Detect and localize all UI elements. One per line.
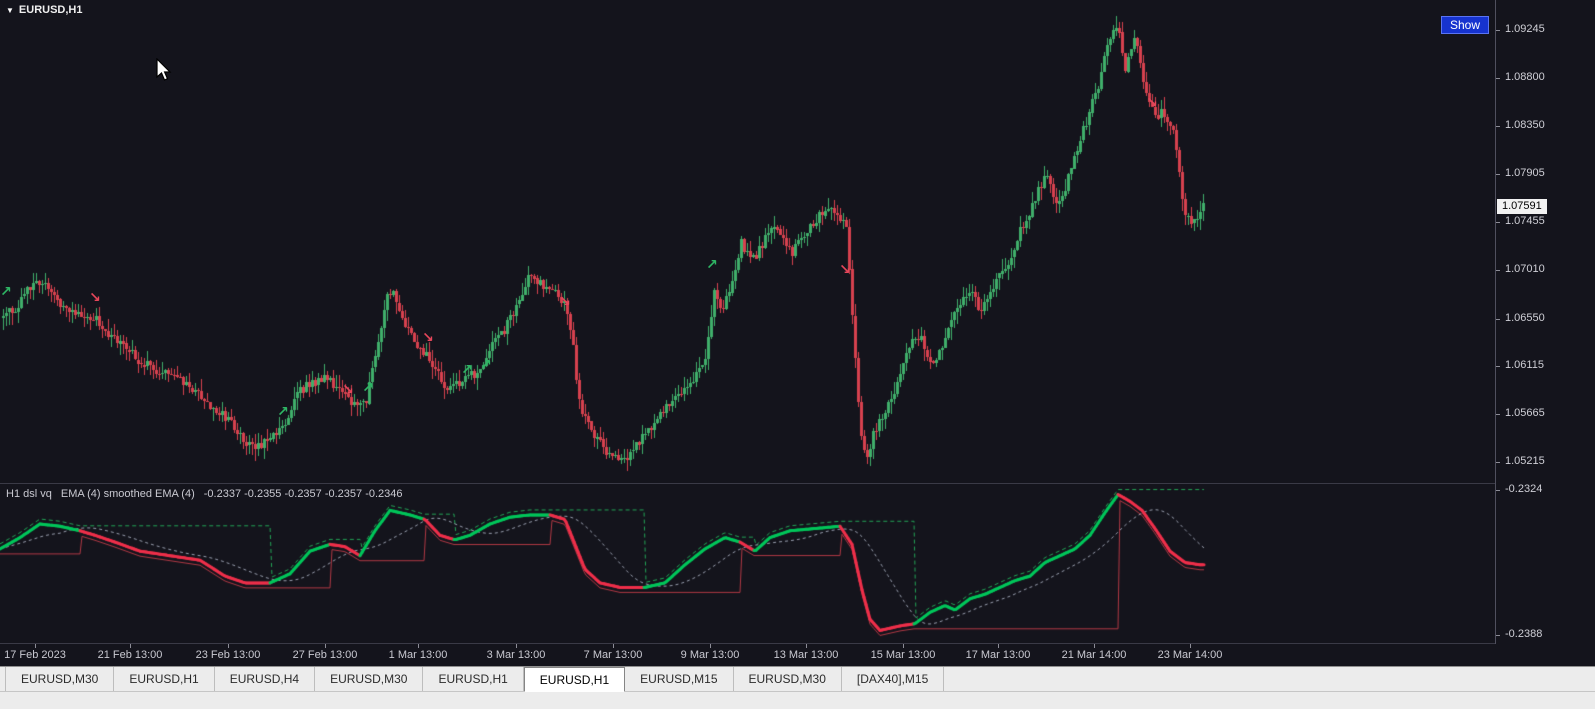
chart-tab-eurusd-m30[interactable]: EURUSD,M30	[315, 667, 424, 691]
axis-tick-mark	[1496, 366, 1500, 367]
chart-tabs: EURUSD,M30 EURUSD,H1 EURUSD,H4 EURUSD,M30 EU…	[0, 667, 1595, 692]
axis-tick-mark	[1496, 222, 1500, 223]
buy-signal-arrow-icon[interactable]: ↗	[0, 284, 12, 300]
price-axis-label: 1.06115	[1505, 359, 1544, 371]
dropdown-triangle-icon: ▼	[6, 5, 14, 15]
sell-signal-arrow-icon[interactable]: ↘	[89, 290, 101, 306]
chart-tab-eurusd-h1[interactable]: EURUSD,H1	[523, 667, 626, 692]
time-axis-divider	[0, 643, 1595, 644]
buy-signal-arrow-icon[interactable]: ↗	[461, 362, 473, 378]
time-tick-mark	[806, 644, 807, 648]
chart-symbol-label: ▼ EURUSD,H1	[6, 4, 83, 16]
time-axis-label: 1 Mar 13:00	[388, 649, 448, 661]
time-tick-mark	[998, 644, 999, 648]
pane-divider[interactable]	[0, 483, 1595, 484]
axis-tick-mark	[1496, 635, 1500, 636]
chart-tab-eurusd-m15[interactable]: EURUSD,M15	[625, 667, 734, 691]
time-axis[interactable]: 17 Feb 2023 21 Feb 13:00 23 Feb 13:00 27 Fe…	[0, 644, 1595, 666]
time-tick-mark	[1094, 644, 1095, 648]
indicator-axis-label: -0.2388	[1505, 628, 1543, 640]
time-axis-label: 13 Mar 13:00	[773, 649, 839, 661]
mouse-cursor	[156, 58, 172, 81]
time-axis-label: 15 Mar 13:00	[870, 649, 936, 661]
price-axis-label: 1.05215	[1505, 455, 1545, 467]
buy-signal-arrow-icon[interactable]: ↗	[362, 380, 374, 396]
show-button[interactable]: Show	[1440, 16, 1489, 34]
price-axis-label: 1.06550	[1505, 312, 1545, 324]
buy-signal-arrow-icon[interactable]: ↗	[480, 357, 492, 373]
price-axis-label: 1.09245	[1505, 23, 1545, 35]
indicator-name: H1 dsl vq	[6, 488, 52, 500]
buy-signal-arrow-icon[interactable]: ↗	[277, 404, 289, 420]
sell-signal-arrow-icon[interactable]: ↘	[559, 294, 571, 310]
time-tick-mark	[418, 644, 419, 648]
time-axis-label: 9 Mar 13:00	[680, 649, 740, 661]
axis-tick-mark	[1496, 490, 1500, 491]
price-axis-label: 1.07010	[1505, 263, 1545, 275]
axis-tick-mark	[1496, 126, 1500, 127]
chart-tab-eurusd-m30[interactable]: EURUSD,M30	[5, 667, 115, 691]
sell-signal-arrow-icon[interactable]: ↘	[1146, 95, 1158, 111]
time-tick-mark	[903, 644, 904, 648]
sell-signal-arrow-icon[interactable]: ↘	[839, 262, 851, 278]
axis-tick-mark	[1496, 462, 1500, 463]
chart-tab-eurusd-h1[interactable]: EURUSD,H1	[423, 667, 524, 691]
axis-tick-mark	[1496, 78, 1500, 79]
price-chart-canvas[interactable]	[0, 0, 1495, 482]
axis-tick-mark	[1496, 270, 1500, 271]
sell-signal-arrow-icon[interactable]: ↘	[342, 382, 354, 398]
time-tick-mark	[1190, 644, 1191, 648]
indicator-values: -0.2337 -0.2355 -0.2357 -0.2357 -0.2346	[203, 488, 403, 500]
symbol-text: EURUSD,H1	[18, 4, 83, 16]
time-tick-mark	[228, 644, 229, 648]
price-chart-pane[interactable]: ▼ EURUSD,H1 Show ↗ ↘ ↗ ↘ ↗ ↘ ↗ ↗ ↘ ↗ ↘ ↘	[0, 0, 1495, 482]
chart-tab-eurusd-h4[interactable]: EURUSD,H4	[215, 667, 316, 691]
time-axis-label: 17 Feb 2023	[4, 649, 66, 661]
time-tick-mark	[130, 644, 131, 648]
axis-tick-mark	[1496, 174, 1500, 175]
buy-signal-arrow-icon[interactable]: ↗	[706, 257, 718, 273]
chart-tab-eurusd-h1[interactable]: EURUSD,H1	[114, 667, 215, 691]
chart-tab-bar: EURUSD,M30 EURUSD,H1 EURUSD,H4 EURUSD,M30 EU…	[0, 666, 1595, 709]
price-axis-label: 1.07455	[1505, 215, 1545, 227]
time-axis-label: 3 Mar 13:00	[486, 649, 546, 661]
price-axis-label: 1.05665	[1505, 407, 1545, 419]
axis-tick-mark	[1496, 319, 1500, 320]
time-axis-label: 21 Feb 13:00	[97, 649, 163, 661]
time-axis-label: 17 Mar 13:00	[965, 649, 1031, 661]
time-axis-label: 27 Feb 13:00	[292, 649, 358, 661]
indicator-pane[interactable]: H1 dsl vq EMA (4) smoothed EMA (4) -0.2337…	[0, 484, 1495, 642]
current-price-badge: 1.07591	[1497, 199, 1547, 214]
chart-tab--dax40-m15[interactable]: [DAX40],M15	[842, 667, 945, 691]
time-axis-label: 7 Mar 13:00	[583, 649, 643, 661]
time-axis-label: 23 Feb 13:00	[195, 649, 261, 661]
time-tick-mark	[35, 644, 36, 648]
time-tick-mark	[613, 644, 614, 648]
time-tick-mark	[325, 644, 326, 648]
axis-tick-mark	[1496, 414, 1500, 415]
time-axis-label: 23 Mar 14:00	[1157, 649, 1223, 661]
chart-tab-eurusd-m30[interactable]: EURUSD,M30	[734, 667, 842, 691]
indicator-params: EMA (4) smoothed EMA (4)	[60, 488, 195, 500]
axis-tick-mark	[1496, 30, 1500, 31]
indicator-label: H1 dsl vq EMA (4) smoothed EMA (4) -0.2337…	[6, 488, 412, 500]
indicator-canvas[interactable]	[0, 484, 1495, 642]
price-axis-label: 1.08350	[1505, 119, 1545, 131]
price-axis-label: 1.07905	[1505, 167, 1545, 179]
time-axis-label: 21 Mar 14:00	[1061, 649, 1127, 661]
indicator-axis-label: -0.2324	[1505, 483, 1543, 495]
price-axis[interactable]: 1.07591 1.09245 1.08800 1.08350 1.07905 1.07…	[1495, 0, 1595, 644]
time-tick-mark	[710, 644, 711, 648]
sell-signal-arrow-icon[interactable]: ↘	[422, 330, 434, 346]
time-tick-mark	[516, 644, 517, 648]
price-axis-label: 1.08800	[1505, 71, 1545, 83]
